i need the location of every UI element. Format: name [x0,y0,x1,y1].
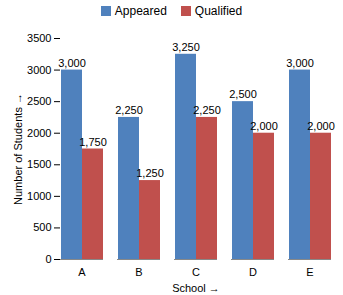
html-text:Qualified: Qualified [194,4,243,18]
svg-text:3000: 3000 [27,64,51,76]
svg-text:D: D [249,266,257,278]
html-text:Appeared: Appeared [114,4,167,18]
svg-text:C: C [192,266,200,278]
svg-text:1500: 1500 [27,158,51,170]
svg-text:3,000: 3,000 [286,57,314,69]
svg-text:E: E [306,266,313,278]
svg-text:500: 500 [33,221,51,233]
svg-text:3500: 3500 [27,32,51,44]
svg-text:2500: 2500 [27,95,51,107]
svg-text:2000: 2000 [27,127,51,139]
svg-text:2,000: 2,000 [250,120,278,132]
svg-text:Number of Students →: Number of Students → [12,93,24,205]
svg-text:B: B [135,266,142,278]
svg-text:2,500: 2,500 [229,88,257,100]
svg-text:1,250: 1,250 [136,167,164,179]
svg-text:0: 0 [45,253,51,265]
svg-text:3,000: 3,000 [58,57,86,69]
svg-text:2,250: 2,250 [115,104,143,116]
svg-text:3,250: 3,250 [172,41,200,53]
svg-text:1000: 1000 [27,190,51,202]
svg-text:2,250: 2,250 [193,104,221,116]
svg-text:1,750: 1,750 [79,136,107,148]
svg-text:School →: School → [172,282,220,294]
svg-text:2,000: 2,000 [307,120,335,132]
svg-text:A: A [78,266,86,278]
